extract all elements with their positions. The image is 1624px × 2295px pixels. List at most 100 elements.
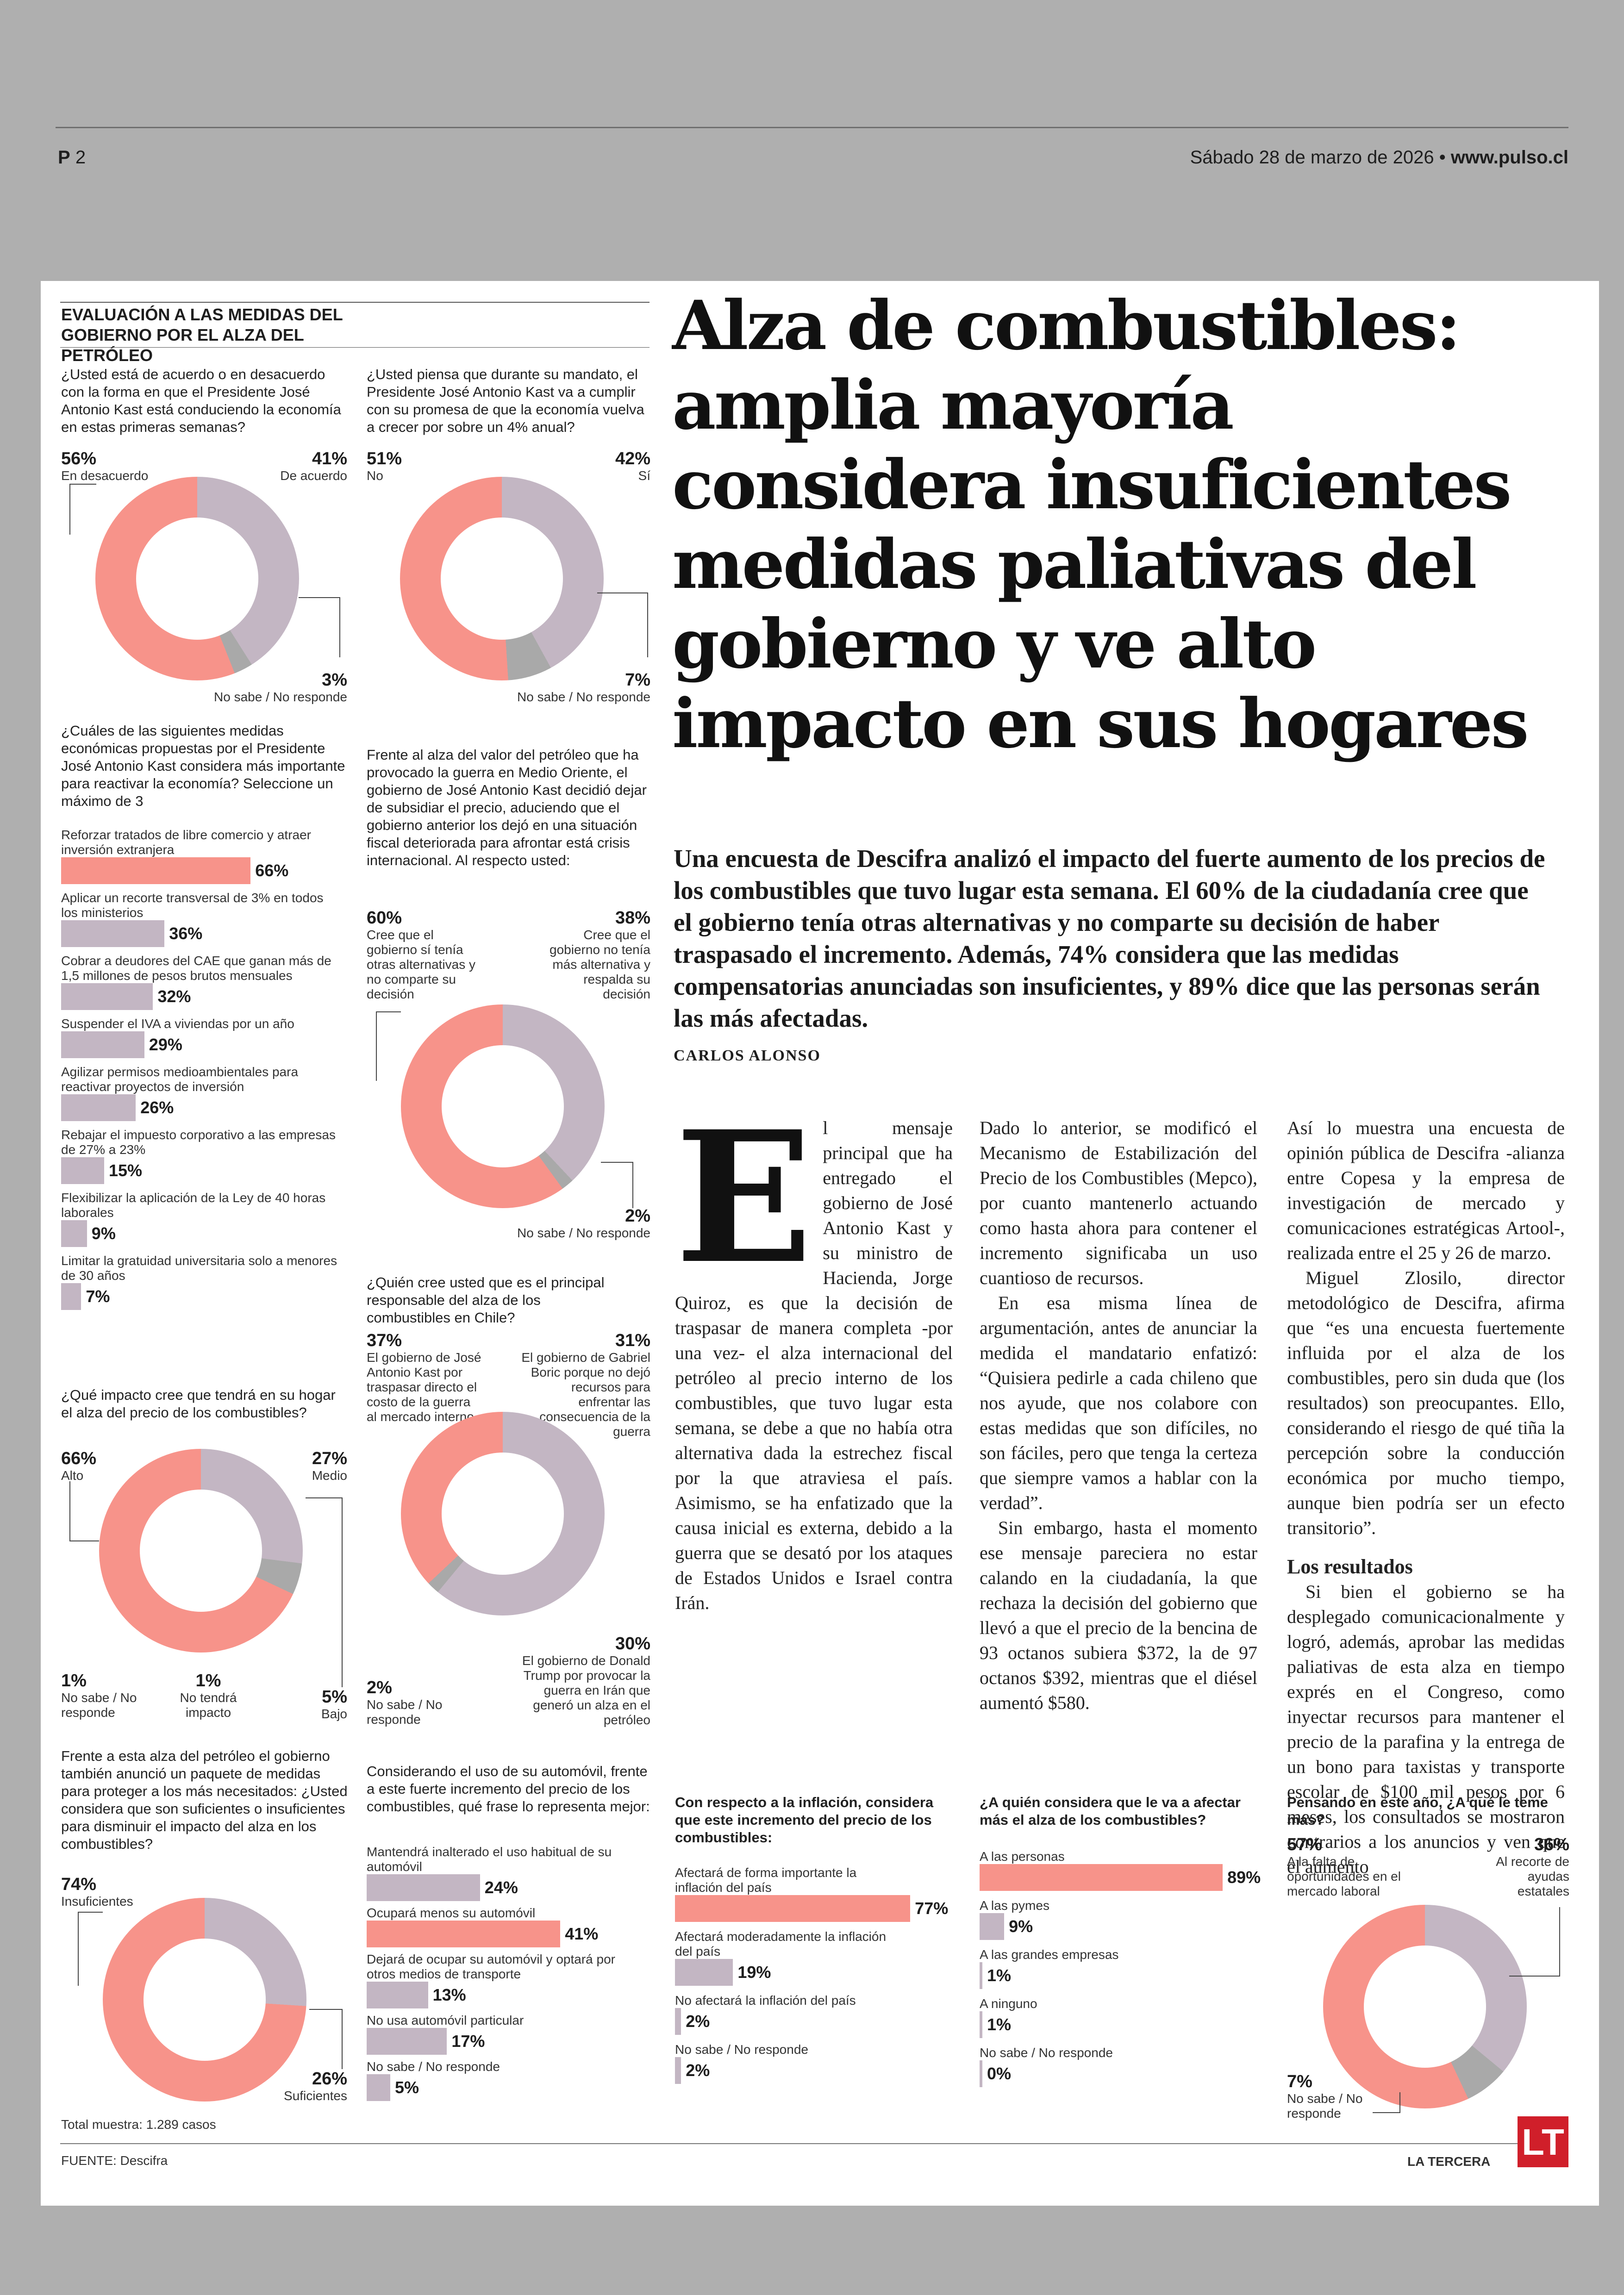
bar — [675, 2057, 681, 2084]
chart-5-pct-5: 1% — [61, 1671, 87, 1690]
chart-7-donut — [103, 1898, 306, 2102]
chart-8-question: Considerando el uso de su automóvil, fre… — [367, 1763, 650, 1815]
chart-7-leader — [78, 1912, 103, 1986]
bar-label: A las pymes — [980, 1898, 1049, 1913]
bar-row: Mantendrá inalterado el uso habitual de … — [367, 1845, 654, 1901]
dateline: Sábado 28 de marzo de 2026 • www.pulso.c… — [1190, 147, 1568, 168]
chart-3-question: ¿Cuáles de las siguientes medidas económ… — [61, 723, 345, 809]
bar-row: Afectará de forma importante la inflació… — [675, 1865, 962, 1922]
bar-value: 5% — [395, 2078, 419, 2097]
section-rule — [60, 302, 650, 303]
bar-label: Afectará de forma importante la inflació… — [675, 1865, 857, 1895]
chart-2-pct-1: 51% — [367, 449, 402, 468]
bar — [980, 1913, 1005, 1940]
chart-5-leader — [69, 1481, 99, 1541]
bar-value: 26% — [140, 1098, 174, 1117]
bar — [367, 1874, 480, 1901]
bar-row: A las grandes empresas 1% — [980, 1947, 1267, 1989]
bar — [61, 920, 165, 947]
chart-7-leader-2 — [309, 2009, 343, 2069]
bar — [61, 857, 251, 884]
bar-value: 2% — [686, 2012, 710, 2031]
chart-5-leader-2 — [306, 1497, 343, 1687]
la-tercera-logo: LT — [1518, 2116, 1568, 2167]
chart-2-label-1: No — [367, 468, 383, 483]
bar-label: Dejará de ocupar su automóvil y optará p… — [367, 1952, 615, 1981]
brand-name: LA TERCERA — [1407, 2154, 1491, 2169]
headline: Alza de combustibles: amplia mayoría con… — [672, 286, 1529, 763]
bar — [367, 2028, 447, 2055]
chart-1-label-3: No sabe / No responde — [214, 690, 347, 704]
bar-value: 89% — [1227, 1868, 1261, 1887]
bar-value: 13% — [432, 1985, 466, 2004]
bar-label: Reforzar tratados de libre comercio y at… — [61, 828, 311, 857]
bar-row: Flexibilizar la aplicación de la Ley de … — [61, 1191, 357, 1247]
bar-label: Afectará moderadamente la inflación del … — [675, 1929, 887, 1958]
bar-value: 7% — [86, 1287, 110, 1306]
bar — [980, 1864, 1223, 1891]
bar — [980, 2011, 982, 2038]
chart-4-pct-2: 38% — [615, 908, 650, 928]
bar-row: A las personas 89% — [980, 1849, 1267, 1891]
chart-2-pct-3: 7% — [625, 670, 650, 690]
lead-paragraph: Una encuesta de Descifra analizó el impa… — [674, 844, 1545, 1032]
chart-5-label-1: Alto — [61, 1468, 84, 1483]
body-paragraph-2: Dado lo anterior, se modificó el Mecanis… — [980, 1117, 1257, 1288]
bar-label: No sabe / No responde — [367, 2059, 500, 2074]
body-paragraph-5: Así lo muestra una encuesta de opinión p… — [1287, 1117, 1565, 1263]
chart-11-question: Pensando en este año, ¿A qué le teme más… — [1287, 1794, 1548, 1828]
bar-value: 24% — [484, 1878, 518, 1897]
bar-label: No sabe / No responde — [980, 2046, 1113, 2060]
chart-2-question: ¿Usted piensa que durante su mandato, el… — [367, 366, 644, 435]
bar-label: Suspender el IVA a viviendas por un año — [61, 1017, 294, 1031]
chart-11-leader — [1509, 1907, 1560, 1977]
bar — [675, 1959, 733, 1986]
chart-6-label-3: El gobierno de Donald Trump por provocar… — [522, 1653, 650, 1727]
bar-row: Cobrar a deudores del CAE que ganan más … — [61, 954, 357, 1010]
drop-cap: E — [675, 1091, 813, 1303]
chart-11-pct-1: 57% — [1287, 1835, 1323, 1854]
bar-label: A las personas — [980, 1849, 1065, 1864]
bar-row: A ninguno 1% — [980, 1996, 1267, 2038]
bar-value: 77% — [915, 1899, 949, 1918]
chart-5-label-4: No tendrá impacto — [180, 1690, 237, 1720]
chart-5-pct-2: 27% — [312, 1449, 347, 1468]
chart-4-donut — [401, 1004, 605, 1208]
chart-1-leader-2 — [299, 597, 340, 657]
chart-2-donut — [400, 477, 604, 680]
bar-row: A las pymes 9% — [980, 1898, 1267, 1940]
bar — [61, 1094, 136, 1121]
site-link[interactable]: www.pulso.cl — [1450, 147, 1568, 168]
chart-4-label-3: No sabe / No responde — [517, 1226, 650, 1240]
bar-row: No sabe / No responde 2% — [675, 2042, 962, 2084]
chart-11-pct-2: 36% — [1534, 1835, 1569, 1854]
bar — [980, 1962, 982, 1989]
chart-2-label-3: No sabe / No responde — [517, 690, 650, 704]
chart-1-pct-2: 41% — [312, 449, 347, 468]
bar-label: Flexibilizar la aplicación de la Ley de … — [61, 1191, 326, 1220]
byline: CARLOS ALONSO — [674, 1047, 821, 1064]
body-paragraph-3: En esa misma línea de argumentación, ant… — [980, 1292, 1257, 1513]
chart-4-question: Frente al alza del valor del petróleo qu… — [367, 747, 647, 868]
bar-label: Limitar la gratuidad universitaria solo … — [61, 1254, 337, 1283]
chart-2-leader — [597, 592, 648, 657]
chart-10-bars: A las personas 89% A las pymes 9% A las gran… — [980, 1849, 1267, 2095]
bar-value: 32% — [157, 987, 191, 1006]
bar — [675, 1895, 911, 1922]
body-column-3: Así lo muestra una encuesta de opinión p… — [1287, 1116, 1565, 1879]
chart-5-label-2: Medio — [312, 1468, 347, 1483]
bar-value: 17% — [451, 2032, 485, 2051]
bar — [980, 2060, 982, 2087]
bar-row: Suspender el IVA a viviendas por un año 2… — [61, 1017, 357, 1058]
chart-6-pct-4: 2% — [367, 1678, 392, 1697]
bar-label: Rebajar el impuesto corporativo a las em… — [61, 1128, 336, 1157]
body-paragraph-6: Miguel Zlosilo, director metodológico de… — [1287, 1267, 1565, 1538]
source-credit: FUENTE: Descifra — [61, 2153, 168, 2168]
bar — [61, 1031, 144, 1058]
chart-1-pct-1: 56% — [61, 449, 97, 468]
bar-row: Dejará de ocupar su automóvil y optará p… — [367, 1952, 654, 2008]
chart-6-pct-3: 30% — [615, 1634, 650, 1653]
bar-label: A ninguno — [980, 1996, 1037, 2011]
chart-1-question: ¿Usted está de acuerdo o en desacuerdo c… — [61, 366, 341, 435]
bar-row: Rebajar el impuesto corporativo a las em… — [61, 1128, 357, 1184]
